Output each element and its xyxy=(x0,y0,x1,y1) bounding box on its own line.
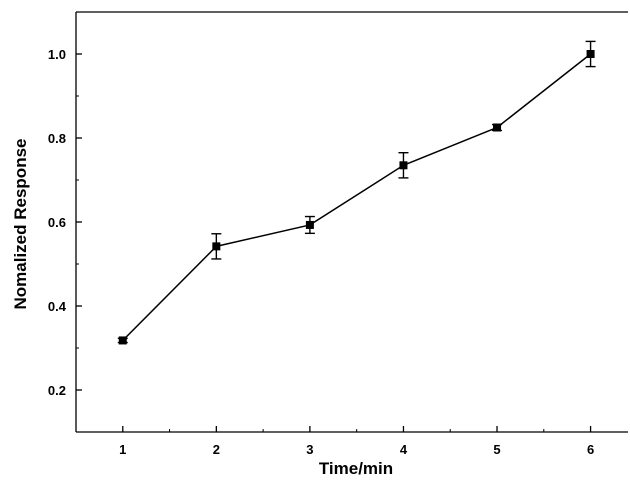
x-axis-title: Time/min xyxy=(319,459,393,478)
data-point-marker xyxy=(305,220,314,229)
data-point-marker xyxy=(118,336,127,345)
x-tick-label: 2 xyxy=(213,442,220,457)
data-point-marker xyxy=(493,123,502,132)
x-tick-label: 3 xyxy=(306,442,313,457)
plot-frame xyxy=(75,11,628,433)
y-tick-label: 0.8 xyxy=(48,131,66,146)
data-point-marker xyxy=(586,50,595,58)
data-point-marker xyxy=(399,161,408,170)
x-axis-ticks: 1 2 3 4 5 6 xyxy=(119,426,594,457)
y-tick-label: 0.4 xyxy=(48,299,67,314)
x-tick-label: 5 xyxy=(493,442,500,457)
x-tick-label: 6 xyxy=(587,442,594,457)
x-tick-label: 4 xyxy=(400,442,408,457)
y-tick-label: 1.0 xyxy=(48,47,66,62)
x-tick-label: 1 xyxy=(119,442,126,457)
y-axis-ticks: 0.2 0.4 0.6 0.8 1.0 xyxy=(48,11,82,433)
data-point-marker xyxy=(212,242,221,251)
series-layer xyxy=(117,40,596,345)
series-line xyxy=(122,53,592,341)
y-tick-label: 0.6 xyxy=(48,215,66,230)
y-axis-title: Nomalized Response xyxy=(11,139,30,310)
y-tick-label: 0.2 xyxy=(48,383,66,398)
